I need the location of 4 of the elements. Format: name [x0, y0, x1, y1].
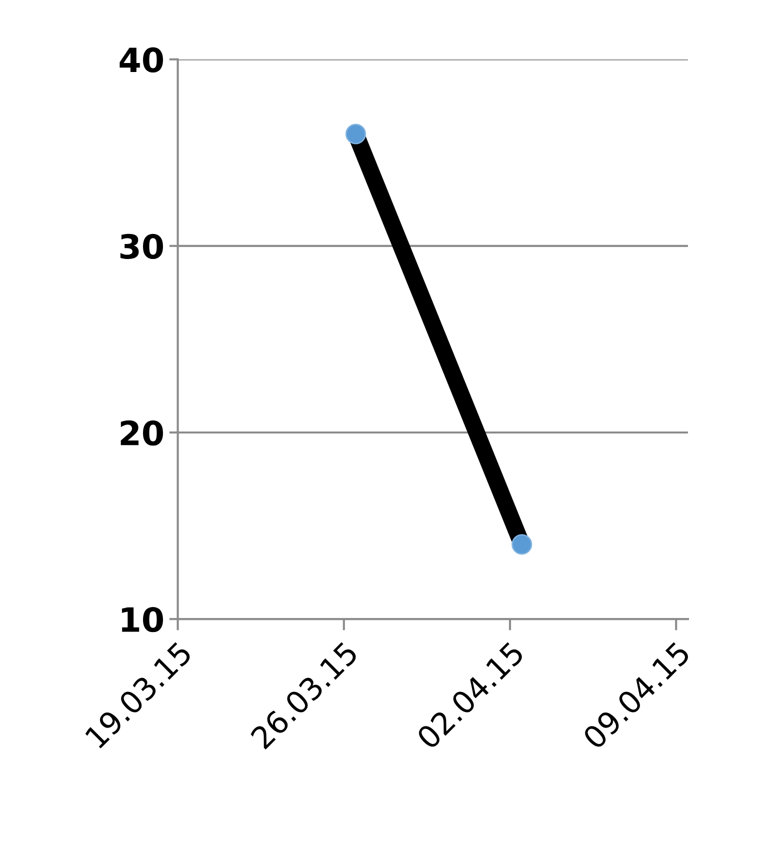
y-tick-label: 40 [120, 47, 163, 72]
y-tick-label: 30 [120, 234, 163, 260]
y-tick-label: 10 [122, 606, 163, 632]
y-tick-label: 20 [120, 420, 163, 446]
